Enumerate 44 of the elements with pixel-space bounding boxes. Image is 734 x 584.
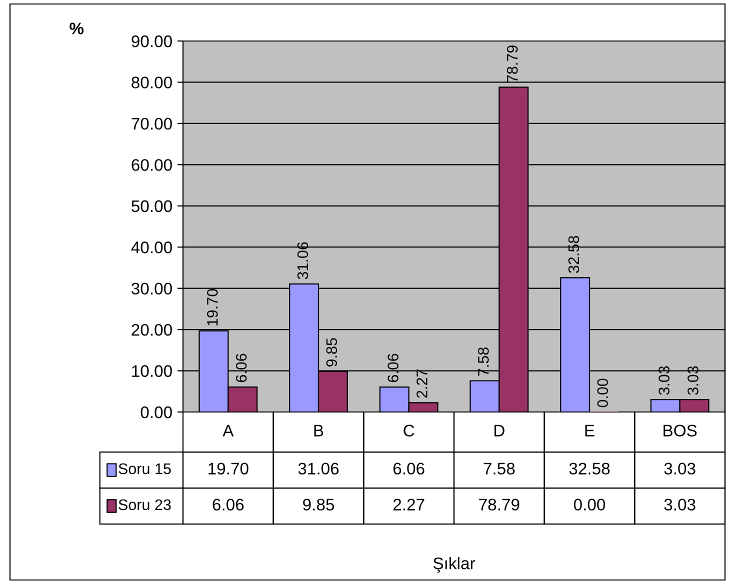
- x-tick-label: C: [404, 424, 414, 437]
- text: Şıklar: [433, 557, 476, 573]
- data-label: 9.85: [303, 498, 334, 511]
- text: 3.03: [658, 366, 670, 395]
- legend-label: Soru 23: [118, 499, 171, 510]
- x-tick-label: D: [494, 424, 504, 436]
- y-tick-label: 40.00: [131, 242, 172, 254]
- data-label: 78.79: [479, 498, 520, 511]
- text: 19.70: [206, 288, 218, 326]
- y-tick-label: 70.00: [132, 118, 172, 130]
- x-tick-label: E: [585, 424, 594, 436]
- data-label: 2.27: [393, 498, 424, 510]
- data-label: 32.58: [569, 462, 610, 475]
- y-axis-title: %: [70, 22, 84, 34]
- text: 9.85: [326, 338, 338, 367]
- text: 31.06: [297, 242, 308, 280]
- data-label: 0.00: [574, 498, 606, 511]
- text: 2.27: [416, 370, 428, 398]
- y-tick-label: 20.00: [132, 324, 172, 336]
- data-label: 6.06: [393, 462, 424, 475]
- data-label: 31.06: [298, 462, 339, 475]
- y-tick-label: 80.00: [132, 76, 172, 88]
- x-tick-label: A: [222, 424, 234, 436]
- text: 32.58: [568, 236, 580, 273]
- y-tick-label: 90.00: [132, 35, 172, 48]
- y-tick-label: 30.00: [132, 282, 172, 295]
- text: 3.03: [688, 366, 698, 395]
- text: 0.00: [597, 378, 608, 408]
- x-tick-label: BOS: [664, 424, 697, 437]
- x-tick-label: B: [314, 424, 324, 436]
- y-tick-label: 50.00: [132, 200, 172, 212]
- y-tick-label: 0.00: [140, 406, 172, 418]
- y-tick-label: 60.00: [132, 159, 172, 171]
- data-label: 7.58: [484, 462, 515, 475]
- data-label: 19.70: [208, 462, 248, 475]
- y-tick-label: 10.00: [132, 365, 172, 377]
- text: 7.58: [478, 348, 489, 376]
- text: 6.06: [236, 354, 247, 382]
- data-label: 3.03: [664, 498, 696, 511]
- text: 6.06: [388, 354, 398, 382]
- legend-label: Soru 15: [118, 463, 171, 474]
- data-label: 3.03: [664, 462, 696, 475]
- text: 78.79: [506, 46, 518, 82]
- data-label: 6.06: [212, 498, 244, 511]
